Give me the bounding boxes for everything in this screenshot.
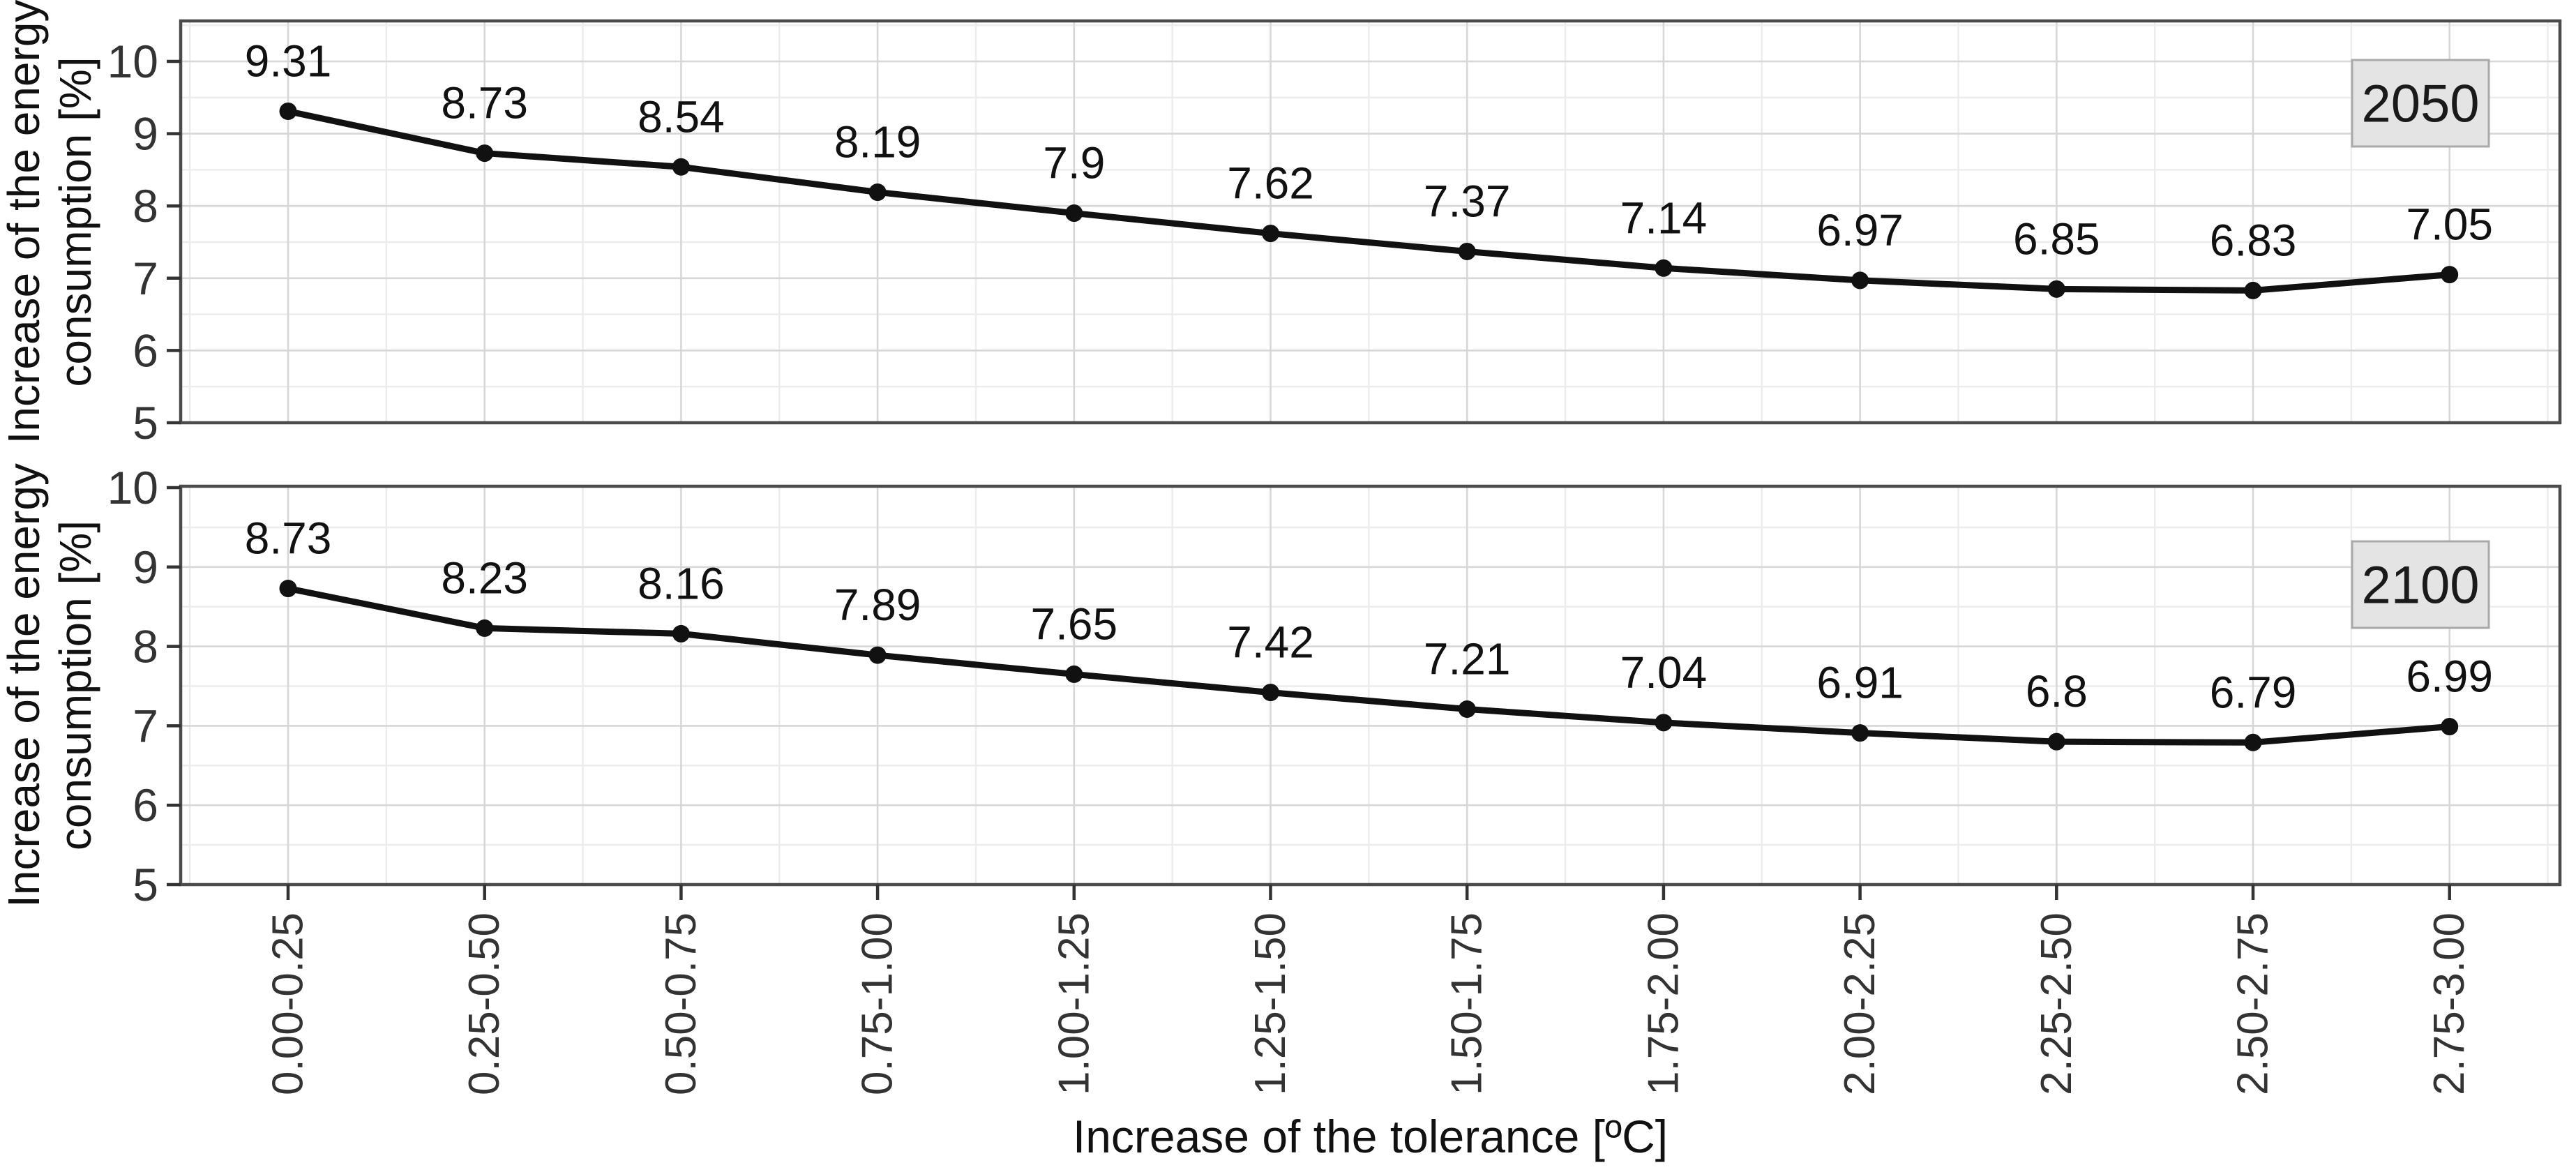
data-point-label: 7.21 xyxy=(1424,634,1511,684)
y-axis-title-line2: consumption [%] xyxy=(50,520,100,850)
data-point xyxy=(2047,732,2065,751)
data-point xyxy=(1851,724,1869,742)
data-point xyxy=(476,619,494,637)
data-point-label: 7.05 xyxy=(2406,200,2493,250)
facet-label: 2100 xyxy=(2361,556,2479,615)
data-point-label: 6.8 xyxy=(2026,666,2088,716)
data-point xyxy=(279,102,297,120)
y-tick-label: 6 xyxy=(133,779,158,831)
data-point-label: 8.54 xyxy=(638,91,725,142)
panel-border xyxy=(179,19,2562,425)
y-tick-label: 8 xyxy=(133,180,158,232)
x-tick-label: 0.25-0.50 xyxy=(460,912,509,1095)
y-axis-title: Increase of the energyconsumption [%] xyxy=(0,463,100,908)
x-tick-label: 1.50-1.75 xyxy=(1443,912,1491,1095)
data-point xyxy=(2441,718,2459,736)
data-point-label: 7.62 xyxy=(1227,158,1314,209)
y-tick-label: 9 xyxy=(133,108,158,160)
y-axis-title-line1: Increase of the energy xyxy=(0,463,49,908)
data-point-label: 7.65 xyxy=(1031,599,1118,649)
y-tick-label: 6 xyxy=(133,324,158,376)
data-point-label: 8.73 xyxy=(441,78,528,128)
data-point xyxy=(1458,700,1476,719)
data-point-label: 7.04 xyxy=(1620,647,1708,698)
y-tick-label: 5 xyxy=(133,397,158,449)
data-point xyxy=(2441,266,2459,284)
data-point-label: 8.16 xyxy=(638,558,725,608)
data-point-label: 6.91 xyxy=(1816,658,1904,708)
data-point xyxy=(1262,225,1279,243)
x-tick-label: 0.75-1.00 xyxy=(854,912,902,1095)
data-point-label: 6.85 xyxy=(2013,213,2100,264)
y-axis-title-line1: Increase of the energy xyxy=(0,0,49,444)
data-point xyxy=(1458,242,1476,260)
facet-label-box xyxy=(2351,540,2490,629)
data-point xyxy=(279,580,297,598)
data-point xyxy=(1065,665,1083,683)
x-tick-label: 0.50-0.75 xyxy=(657,912,705,1095)
data-point xyxy=(1655,714,1673,732)
y-tick-label: 8 xyxy=(133,621,158,673)
data-point xyxy=(1655,259,1673,277)
data-point xyxy=(1262,684,1279,702)
x-tick-label: 1.00-1.25 xyxy=(1050,912,1098,1095)
y-tick-label: 9 xyxy=(133,541,158,593)
data-point-label: 7.9 xyxy=(1043,138,1105,188)
data-point-label: 7.14 xyxy=(1620,193,1708,243)
data-point-label: 9.31 xyxy=(245,36,332,86)
panel-2100: 8.73 8.23 8.16 7.89 7.65 7.42 7.21 7.04 6.91 6.8 6… xyxy=(0,462,2562,910)
data-point-label: 6.99 xyxy=(2406,652,2493,702)
data-point-label: 6.79 xyxy=(2210,667,2297,717)
x-axis: 0.00-0.25 0.25-0.50 0.50-0.75 0.75-1.00 1.00… xyxy=(264,885,2473,1162)
x-tick-label: 2.50-2.75 xyxy=(2229,912,2277,1095)
y-tick-label: 10 xyxy=(107,36,158,87)
data-point xyxy=(868,183,887,202)
data-point-label: 6.83 xyxy=(2210,215,2297,265)
x-axis-title: Increase of the tolerance [ºC] xyxy=(1073,1111,1668,1162)
panel-2050: 9.31 8.73 8.54 8.19 7.9 7.62 7.37 7.14 6.97 6.85 6… xyxy=(0,0,2562,449)
panel-border xyxy=(179,484,2562,887)
y-axis-title-line2: consumption [%] xyxy=(50,57,100,386)
data-point xyxy=(672,158,690,176)
x-tick-label: 1.75-2.00 xyxy=(1639,912,1687,1095)
data-point xyxy=(476,144,494,163)
facet-label-box xyxy=(2351,59,2490,148)
data-point-label: 6.97 xyxy=(1816,205,1904,255)
series-line-2100 xyxy=(285,585,2453,746)
data-point-label: 7.89 xyxy=(834,580,921,630)
y-tick-label: 7 xyxy=(133,700,158,751)
y-tick-label: 7 xyxy=(133,253,158,304)
data-point xyxy=(2244,281,2262,299)
y-tick-label: 5 xyxy=(133,859,158,910)
data-point-label: 8.19 xyxy=(834,117,921,167)
data-point xyxy=(2047,280,2065,298)
x-tick-label: 2.25-2.50 xyxy=(2033,912,2081,1095)
data-point xyxy=(868,646,887,664)
data-point-label: 8.23 xyxy=(441,553,528,603)
y-axis-title: Increase of the energyconsumption [%] xyxy=(0,0,100,444)
data-point xyxy=(1065,204,1083,223)
data-point-label: 8.73 xyxy=(245,513,332,564)
data-point xyxy=(672,624,690,643)
series-line-2050 xyxy=(285,107,2453,294)
x-tick-label: 1.25-1.50 xyxy=(1246,912,1295,1095)
facet-label: 2050 xyxy=(2361,75,2479,134)
data-point-label: 7.37 xyxy=(1424,176,1511,226)
data-point-label: 7.42 xyxy=(1227,617,1314,668)
y-tick-label: 10 xyxy=(107,462,158,513)
x-tick-label: 2.00-2.25 xyxy=(1836,912,1884,1095)
x-tick-label: 2.75-3.00 xyxy=(2425,912,2473,1095)
data-point xyxy=(1851,271,1869,290)
data-point xyxy=(2244,733,2262,751)
x-tick-label: 0.00-0.25 xyxy=(264,912,312,1095)
